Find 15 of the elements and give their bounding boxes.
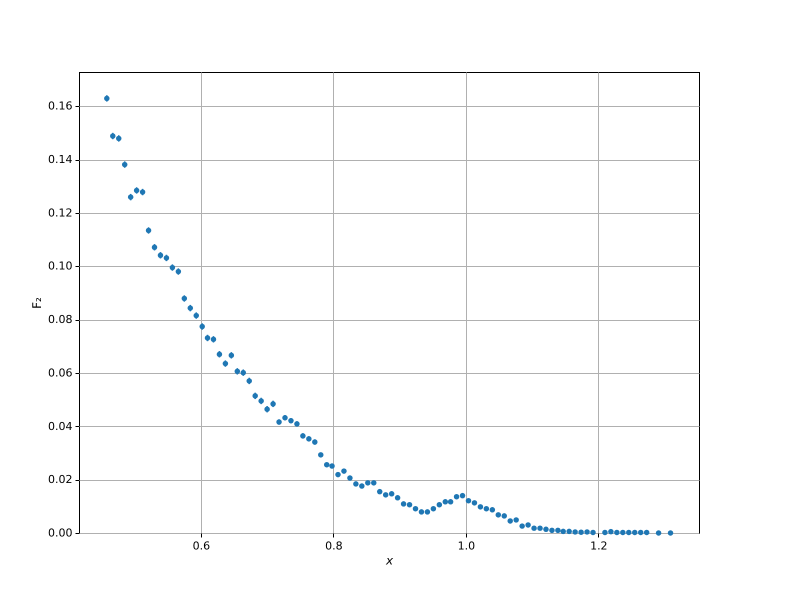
y-tick-label: 0.14 (48, 153, 72, 166)
x-tick-label: 1.2 (590, 540, 608, 552)
x-axis-title: x (384, 554, 394, 568)
y-tick-label: 0.02 (48, 473, 72, 486)
x-tick-label: 0.6 (192, 540, 210, 552)
y-tick-label: 0.12 (48, 206, 72, 220)
y-tick-label: 0.06 (48, 366, 72, 380)
y-tick-label: 0.16 (48, 100, 72, 113)
x-tick-label: 1.0 (458, 540, 476, 552)
y-axis-title: F₂ (30, 296, 44, 309)
y-tick-label: 0.10 (48, 260, 72, 273)
y-tick-label: 0.08 (48, 313, 72, 326)
y-tick-label: 0.00 (48, 526, 72, 540)
y-tick-label: 0.04 (48, 420, 72, 433)
x-tick-label: 0.8 (325, 540, 343, 552)
